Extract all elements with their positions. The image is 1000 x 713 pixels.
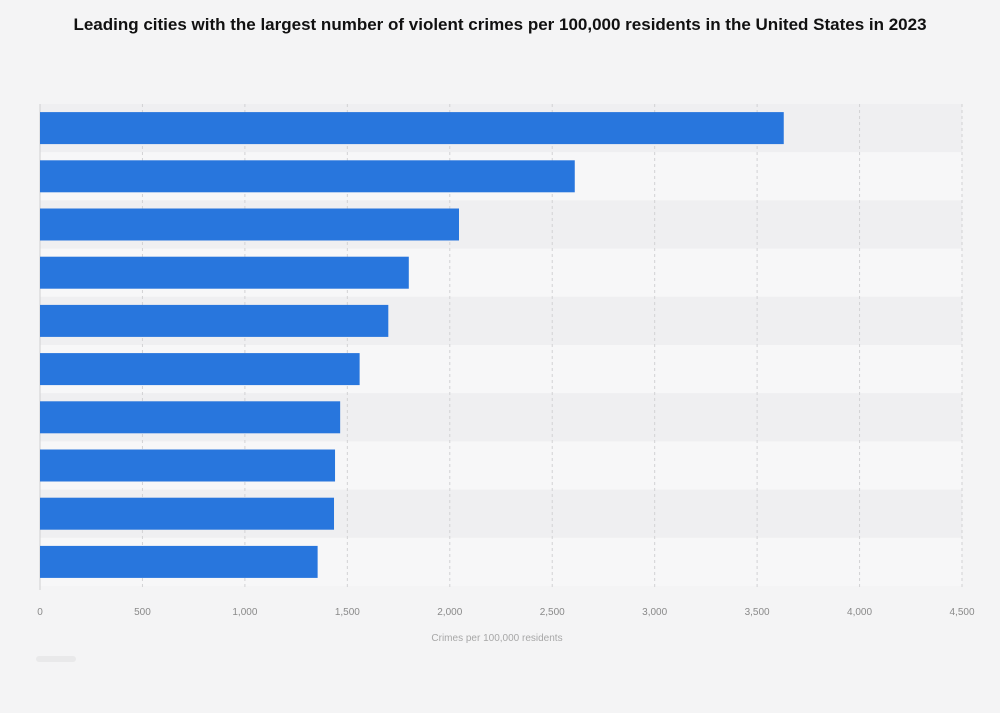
bar[interactable] <box>40 449 336 482</box>
bar[interactable] <box>40 160 575 193</box>
x-axis-title: Crimes per 100,000 residents <box>431 633 562 644</box>
x-tick-label: 2,500 <box>540 607 565 618</box>
x-tick-label: 3,500 <box>745 607 770 618</box>
x-tick-label: 1,500 <box>335 607 360 618</box>
source-link[interactable] <box>36 656 76 662</box>
x-tick-label: 4,000 <box>847 607 872 618</box>
x-tick-label: 0 <box>37 607 43 618</box>
x-tick-label: 4,500 <box>949 607 974 618</box>
x-tick-labels: 0 500 1,000 1,500 2,000 2,500 3,000 3,500 4,000 4… <box>37 607 975 618</box>
x-tick-label: 500 <box>134 607 151 618</box>
bar[interactable] <box>40 256 409 289</box>
x-tick-label: 1,000 <box>232 607 257 618</box>
bar[interactable] <box>40 112 784 145</box>
bar[interactable] <box>40 304 389 337</box>
bar[interactable] <box>40 208 459 241</box>
bar[interactable] <box>40 545 318 578</box>
chart-title: Leading cities with the largest number o… <box>73 15 927 34</box>
x-tick-label: 2,000 <box>437 607 462 618</box>
x-tick-label: 3,000 <box>642 607 667 618</box>
bar[interactable] <box>40 353 360 386</box>
bar[interactable] <box>40 401 341 434</box>
bars <box>40 112 784 578</box>
bar[interactable] <box>40 497 335 530</box>
